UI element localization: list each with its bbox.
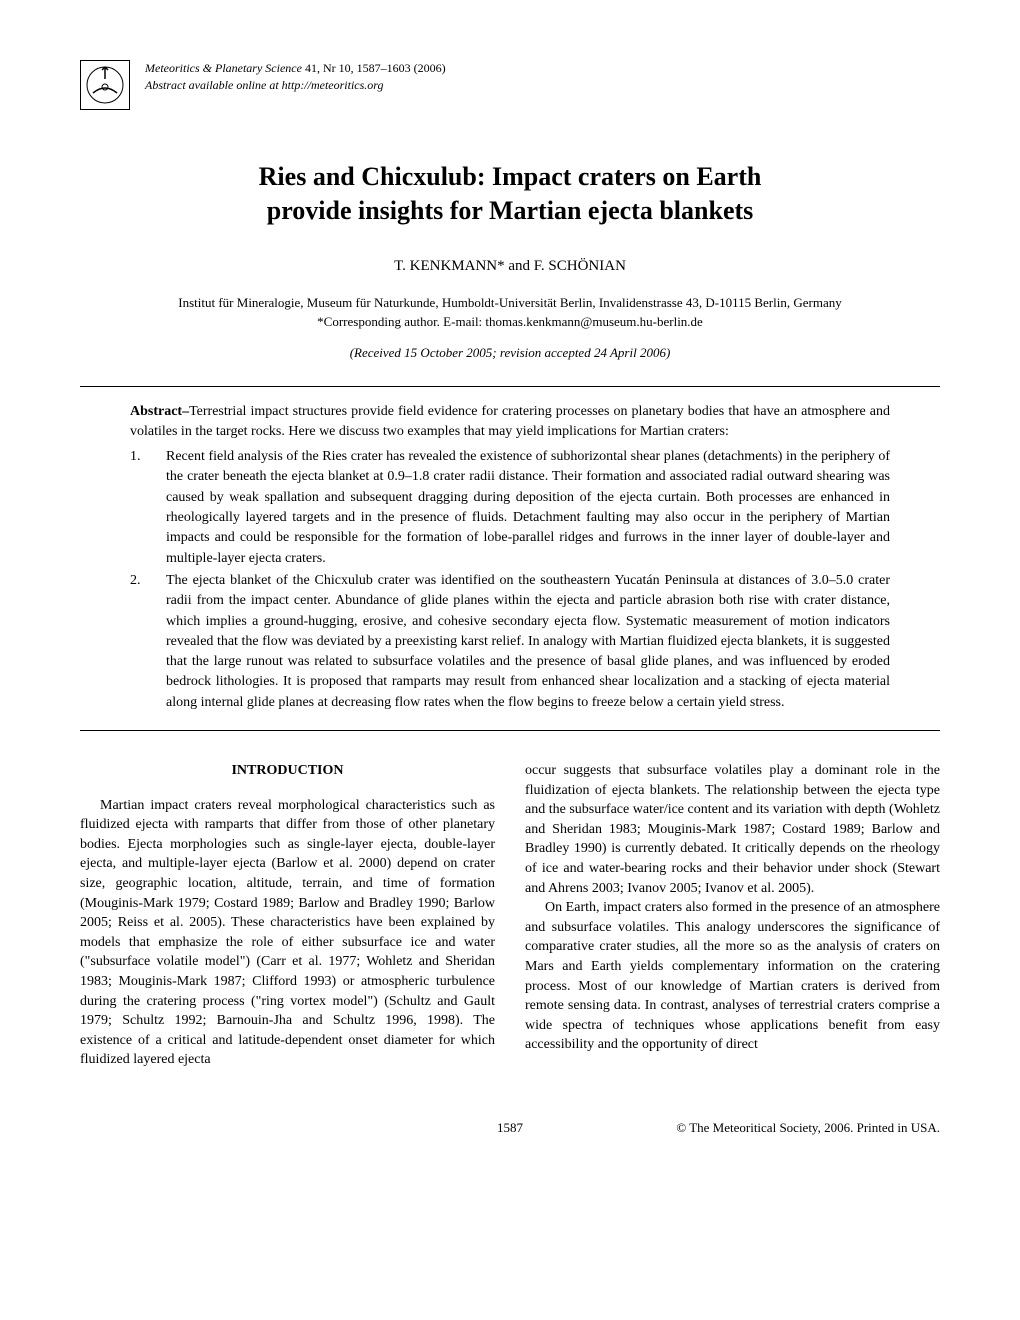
abstract-item-1: 1.Recent field analysis of the Ries crat… (148, 447, 890, 569)
journal-volume: 41, Nr 10, 1587–1603 (2006) (305, 61, 446, 75)
abstract-intro-text: Terrestrial impact structures provide fi… (130, 404, 890, 439)
body-columns: INTRODUCTION Martian impact craters reve… (80, 761, 940, 1070)
abstract-item-2: 2.The ejecta blanket of the Chicxulub cr… (148, 571, 890, 713)
body-paragraph-2: occur suggests that subsurface volatiles… (525, 761, 940, 898)
article-title: Ries and Chicxulub: Impact craters on Ea… (80, 160, 940, 228)
received-date: (Received 15 October 2005; revision acce… (80, 345, 940, 361)
abstract-item-2-text: The ejecta blanket of the Chicxulub crat… (166, 573, 890, 710)
title-line1: Ries and Chicxulub: Impact craters on Ea… (259, 162, 762, 191)
body-paragraph-1: Martian impact craters reveal morphologi… (80, 796, 495, 1070)
left-column: INTRODUCTION Martian impact craters reve… (80, 761, 495, 1070)
abstract: Abstract–Terrestrial impact structures p… (80, 386, 940, 731)
abstract-label: Abstract– (130, 404, 189, 419)
introduction-heading: INTRODUCTION (80, 761, 495, 781)
abstract-item-1-text: Recent field analysis of the Ries crater… (166, 449, 890, 565)
authors: T. KENKMANN* and F. SCHÖNIAN (80, 258, 940, 275)
title-line2: provide insights for Martian ejecta blan… (267, 196, 754, 225)
journal-name: Meteoritics & Planetary Science (145, 61, 302, 75)
affiliation: Institut für Mineralogie, Museum für Nat… (80, 295, 940, 311)
body-paragraph-3: On Earth, impact craters also formed in … (525, 898, 940, 1055)
journal-info: Meteoritics & Planetary Science 41, Nr 1… (145, 60, 446, 94)
corresponding-author: *Corresponding author. E-mail: thomas.ke… (80, 314, 940, 330)
page-footer: 1587 © The Meteoritical Society, 2006. P… (80, 1120, 940, 1136)
right-column: occur suggests that subsurface volatiles… (525, 761, 940, 1070)
copyright: © The Meteoritical Society, 2006. Printe… (653, 1120, 940, 1136)
journal-logo-icon (80, 60, 130, 110)
journal-abstract-url: Abstract available online at http://mete… (145, 78, 384, 92)
header: Meteoritics & Planetary Science 41, Nr 1… (80, 60, 940, 110)
abstract-list: 1.Recent field analysis of the Ries crat… (130, 447, 890, 713)
page-number: 1587 (367, 1120, 654, 1136)
